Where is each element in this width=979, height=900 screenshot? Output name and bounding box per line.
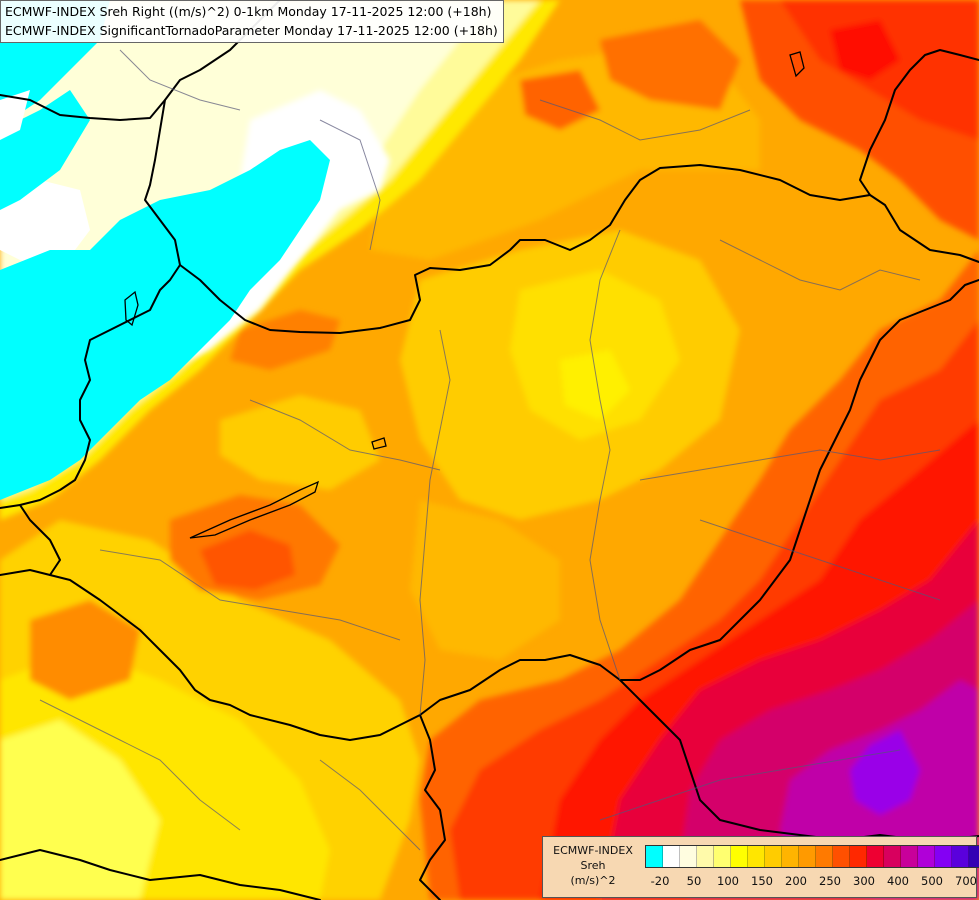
legend-tick-labels: -20 50 100 150 200 250 300 400 500 700 <box>645 874 977 890</box>
legend-tick-label: 100 <box>717 874 739 888</box>
legend-swatch <box>765 846 782 867</box>
legend-tick-label: 300 <box>853 874 875 888</box>
legend-variable: Sreh <box>580 859 606 872</box>
legend-swatch <box>918 846 935 867</box>
legend-swatch <box>969 846 979 867</box>
legend-source: ECMWF-INDEX <box>553 844 633 857</box>
legend-swatch <box>748 846 765 867</box>
legend-swatch <box>680 846 697 867</box>
legend-tick-label: 200 <box>785 874 807 888</box>
legend-swatch <box>884 846 901 867</box>
legend-swatch <box>901 846 918 867</box>
legend-swatch <box>850 846 867 867</box>
legend-unit: (m/s)^2 <box>570 874 616 887</box>
legend-swatch <box>782 846 799 867</box>
map-title-box: ECMWF-INDEX Sreh Right ((m/s)^2) 0-1km M… <box>0 0 504 43</box>
legend-swatch <box>935 846 952 867</box>
map-title-line-2: ECMWF-INDEX SignificantTornadoParameter … <box>5 23 498 38</box>
legend-swatch <box>952 846 969 867</box>
legend-swatch <box>646 846 663 867</box>
legend-swatch <box>867 846 884 867</box>
legend-swatch <box>833 846 850 867</box>
legend-tick-label: 250 <box>819 874 841 888</box>
legend-swatch <box>714 846 731 867</box>
legend-swatch <box>663 846 680 867</box>
legend-label: ECMWF-INDEX Sreh (m/s)^2 <box>545 843 641 888</box>
color-legend: ECMWF-INDEX Sreh (m/s)^2 -20 50 100 150 200 2… <box>542 836 979 898</box>
legend-swatch <box>799 846 816 867</box>
legend-color-scale <box>645 845 979 868</box>
legend-tick-label: 50 <box>686 874 702 888</box>
legend-swatch <box>697 846 714 867</box>
map-title-line-1: ECMWF-INDEX Sreh Right ((m/s)^2) 0-1km M… <box>5 4 492 19</box>
legend-tick-label: 150 <box>751 874 773 888</box>
legend-tick-label: -20 <box>650 874 670 888</box>
legend-tick-label: 700 <box>955 874 977 888</box>
legend-tick-label: 400 <box>887 874 909 888</box>
legend-swatch <box>731 846 748 867</box>
legend-tick-label: 500 <box>921 874 943 888</box>
legend-swatch <box>816 846 833 867</box>
